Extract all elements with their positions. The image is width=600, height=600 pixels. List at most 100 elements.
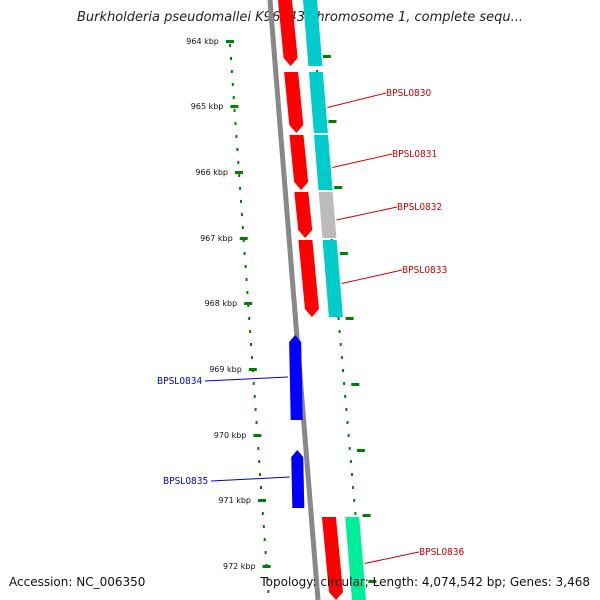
forward-gene-arrow[interactable] (321, 517, 343, 600)
gene-label[interactable]: BPSL0836 (364, 547, 465, 564)
gene-label[interactable]: BPSL0832 (336, 202, 443, 221)
gene-label[interactable]: BPSL0833 (341, 265, 448, 284)
gene-label-text[interactable]: BPSL0830 (386, 88, 431, 99)
scale-dot (267, 590, 270, 593)
tick-mark (262, 565, 271, 568)
tick-mark (328, 120, 337, 123)
scale-dot (337, 317, 340, 320)
tick-mark (345, 317, 354, 320)
cog-category-block (318, 192, 337, 238)
gene-label-leader (341, 269, 403, 284)
scale-dot (243, 252, 246, 255)
gene-feature[interactable] (294, 192, 337, 238)
gene-feature[interactable] (289, 335, 303, 420)
gene-feature[interactable] (321, 517, 366, 600)
gene-label-leader (204, 376, 288, 382)
tick-label: 966 kbp (195, 168, 228, 177)
tick-label: 970 kbp (214, 431, 247, 440)
tick-mark (248, 368, 257, 371)
scale-dot (250, 356, 253, 359)
scale-dot (266, 577, 269, 580)
gene-layer (278, 0, 366, 600)
scale-dot (262, 525, 265, 528)
scale-dot (346, 421, 349, 424)
scale-dot (233, 109, 236, 112)
scale-dot (231, 83, 234, 86)
gene-label-text[interactable]: BPSL0835 (163, 476, 208, 487)
tick-mark (368, 580, 377, 583)
scale-dot (339, 343, 342, 346)
scale-dot (241, 226, 244, 229)
scale-dot (259, 473, 262, 476)
tick-mark (339, 252, 348, 255)
forward-gene-arrow[interactable] (289, 135, 309, 190)
scale-dot (348, 447, 351, 450)
scale-dot (344, 395, 347, 398)
scale-dot (264, 551, 267, 554)
gene-feature[interactable] (284, 72, 328, 133)
scale-dot (342, 369, 344, 372)
gene-label-leader (210, 476, 290, 482)
gene-feature[interactable] (278, 0, 323, 66)
scale-dot (345, 408, 348, 411)
tick-mark (351, 383, 360, 386)
gene-label[interactable]: BPSL0834 (157, 376, 288, 387)
scale-dot (255, 421, 258, 424)
tick-mark (357, 449, 365, 452)
genome-summary-text: Topology: circular; Length: 4,074,542 bp… (260, 575, 590, 589)
gene-label-text[interactable]: BPSL0836 (419, 547, 464, 558)
gene-label[interactable]: BPSL0835 (163, 476, 290, 487)
scale-dot (347, 434, 350, 437)
gene-label-text[interactable]: BPSL0832 (397, 202, 442, 213)
scale-dot (240, 213, 243, 216)
forward-gene-arrow[interactable] (298, 240, 319, 317)
scale-dot (316, 70, 319, 73)
tick-label: 967 kbp (200, 234, 233, 243)
gene-feature[interactable] (291, 450, 305, 508)
scale-dot (250, 343, 252, 346)
scale-dot (351, 473, 353, 476)
scale-dot (247, 304, 250, 307)
scale-dot (258, 460, 261, 463)
scale-dot (245, 278, 248, 281)
tick-label: 969 kbp (209, 365, 242, 374)
forward-gene-arrow[interactable] (278, 0, 298, 66)
scale-dot (236, 148, 239, 151)
scale-dot (254, 408, 257, 411)
scale-dot (237, 161, 240, 164)
tick-label: 965 kbp (191, 102, 224, 111)
gene-label-text[interactable]: BPSL0834 (157, 376, 202, 387)
tick-mark (322, 55, 331, 58)
scale-dot (246, 291, 249, 294)
scale-dot (353, 499, 356, 502)
reverse-gene-arrow[interactable] (291, 450, 305, 508)
cog-category-block (303, 0, 323, 66)
reverse-gene-arrow[interactable] (289, 335, 303, 420)
gene-label-leader (327, 92, 387, 108)
tick-mark (235, 171, 243, 174)
scale-dot (257, 447, 260, 450)
scale-dot (252, 382, 255, 385)
scale-dot (230, 57, 232, 60)
forward-gene-arrow[interactable] (284, 72, 304, 133)
gene-label[interactable]: BPSL0831 (332, 149, 437, 168)
gene-label-leader (332, 153, 393, 168)
tick-label: 971 kbp (218, 496, 251, 505)
tick-mark (253, 434, 262, 437)
gene-feature[interactable] (289, 135, 333, 190)
gene-label-leader (364, 551, 420, 564)
gene-label[interactable]: BPSL0830 (327, 88, 431, 108)
scale-dot (230, 70, 233, 73)
scale-dot (338, 330, 341, 333)
scale-dot (235, 135, 238, 138)
forward-gene-arrow[interactable] (294, 192, 313, 238)
cog-category-block (345, 517, 366, 600)
gene-feature[interactable] (298, 240, 343, 317)
gene-label-text[interactable]: BPSL0831 (392, 149, 437, 160)
gene-label-text[interactable]: BPSL0833 (402, 265, 447, 276)
tick-mark (244, 302, 253, 305)
backbone-layer (267, 0, 321, 600)
tick-mark (362, 514, 371, 517)
tick-mark (225, 40, 234, 43)
